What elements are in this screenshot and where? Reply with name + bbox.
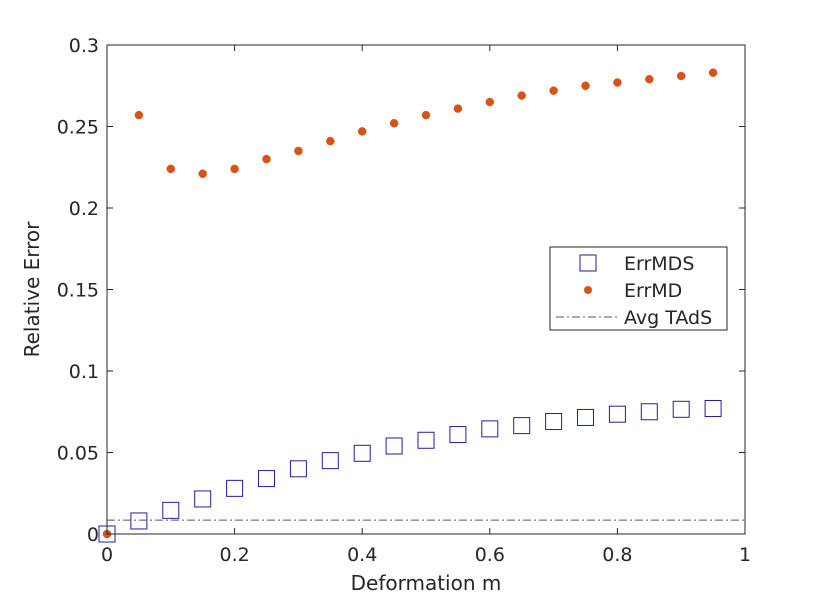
y-tick-label: 0.25 xyxy=(57,117,99,139)
legend-label-errmds: ErrMDS xyxy=(624,253,694,275)
errmd-point xyxy=(421,110,431,120)
errmd-point xyxy=(357,127,367,136)
errmds-point xyxy=(545,413,563,431)
errmd-point xyxy=(645,74,654,84)
errmds-point xyxy=(130,512,148,530)
errmd-point xyxy=(166,164,176,174)
errmd-point xyxy=(294,146,303,156)
x-tick-label: 0.2 xyxy=(219,544,249,566)
y-tick-label: 0.3 xyxy=(69,35,99,57)
legend: ErrMDS ErrMD Avg TAdS xyxy=(549,246,728,331)
errmds-point xyxy=(608,405,626,423)
x-tick-label: 0 xyxy=(101,544,113,566)
legend-label-avg-tads: Avg TAdS xyxy=(624,307,712,329)
errmd-point xyxy=(708,68,718,77)
errmds-point xyxy=(449,426,467,444)
x-tick-label: 0.6 xyxy=(475,544,505,566)
errmd-point xyxy=(389,118,399,128)
errmd-point xyxy=(230,164,239,174)
errmds-point xyxy=(162,501,180,519)
errmds-point xyxy=(258,470,275,488)
y-tick-label: 0.2 xyxy=(69,198,99,220)
errmds-point xyxy=(481,420,499,438)
errmd-point xyxy=(549,86,558,95)
errmds-point xyxy=(640,403,658,421)
y-tick-label: 0 xyxy=(87,524,99,546)
legend-label-errmd: ErrMD xyxy=(624,280,682,302)
errmds-point xyxy=(353,444,371,462)
x-axis-label: Deformation m xyxy=(351,571,502,595)
errmds-point xyxy=(289,460,307,478)
errmd-point xyxy=(198,169,207,179)
errmd-point xyxy=(613,78,622,87)
x-tick-label: 1 xyxy=(739,544,751,566)
x-tick-label: 0.4 xyxy=(347,544,377,566)
y-tick-label: 0.15 xyxy=(57,280,99,302)
errmd-point xyxy=(581,81,590,90)
errmd-point xyxy=(517,91,526,100)
errmds-point xyxy=(513,417,531,435)
errmd-point xyxy=(134,110,144,120)
errmd-point xyxy=(326,136,335,146)
errmds-point xyxy=(321,452,339,470)
errmds-point xyxy=(577,408,594,426)
series-layer xyxy=(98,68,745,543)
errmd-point xyxy=(453,104,463,113)
errmd-point xyxy=(485,97,495,107)
errmd-point xyxy=(262,154,271,164)
y-axis-label: Relative Error xyxy=(20,221,44,358)
y-tick-label: 0.05 xyxy=(57,443,99,465)
axes-layer: 0 0.2 0.4 0.6 0.8 1 0 0.05 0.1 0.15 0.2 0.25 0.3 xyxy=(57,35,751,566)
errmds-point xyxy=(672,400,690,418)
errmds-point xyxy=(704,399,722,417)
errmds-point xyxy=(226,479,244,497)
errmds-point xyxy=(385,437,403,455)
y-tick-label: 0.1 xyxy=(69,361,99,383)
errmds-point xyxy=(417,431,435,449)
legend-marker-errmds xyxy=(579,254,597,272)
legend-items: ErrMDS ErrMD Avg TAdS xyxy=(556,253,712,329)
legend-marker-errmd xyxy=(584,286,592,294)
errmd-point xyxy=(676,71,686,81)
x-tick-label: 0.8 xyxy=(602,544,632,566)
errmds-point xyxy=(194,490,212,508)
